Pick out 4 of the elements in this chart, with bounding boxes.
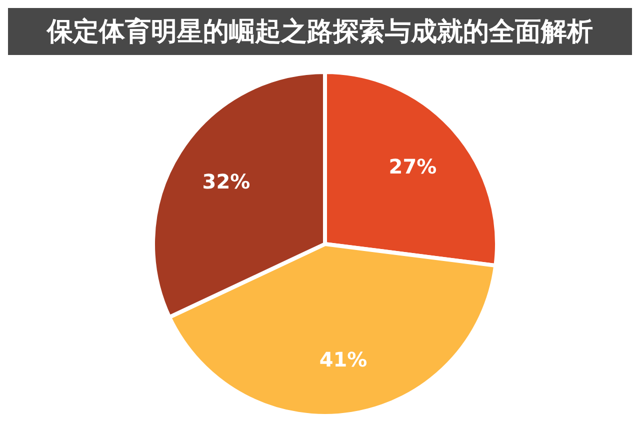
data-label: 27% <box>388 154 437 179</box>
data-label: 41% <box>319 348 368 372</box>
data-label: 32% <box>202 169 250 194</box>
chart-title: 保定体育明星的崛起之路探索与成就的全面解析 <box>8 8 632 55</box>
